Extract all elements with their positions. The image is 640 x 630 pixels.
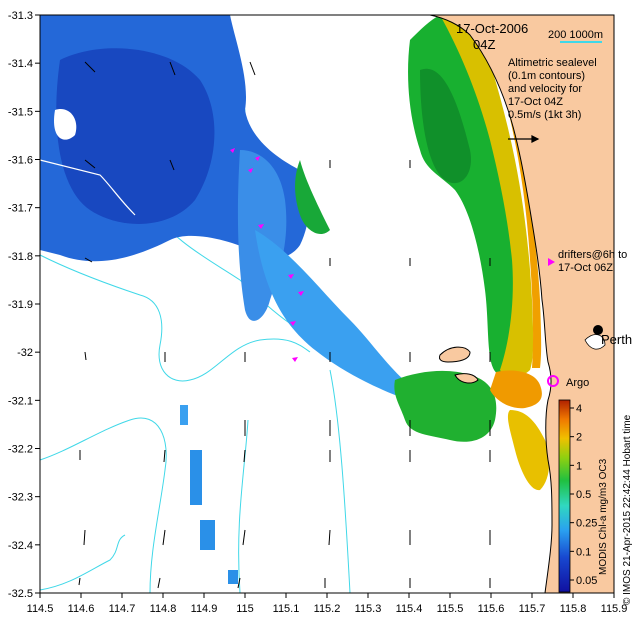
credit-text: © IMOS 21-Apr-2015 22:42:44 Hobart time [622, 414, 633, 605]
x-tick-label: 115.4 [396, 603, 423, 615]
colorbar-tick-label: 2 [576, 432, 582, 444]
y-tick-label: -31.5 [8, 106, 33, 118]
argo-marker [547, 375, 559, 387]
y-tick-label: -31.7 [8, 203, 33, 215]
y-tick-label: -31.4 [8, 58, 33, 70]
drifters-line: drifters@6h to [558, 249, 627, 261]
velocity-arrows [78, 61, 491, 589]
x-tick-label: 114.6 [68, 603, 95, 615]
y-tick-label: -32.4 [8, 540, 33, 552]
date-label: 17-Oct-2006 [456, 21, 528, 36]
legend-line: and velocity for [508, 83, 582, 95]
x-tick-label: 115.8 [560, 603, 587, 615]
colorbar [558, 399, 571, 593]
y-axis: -31.3 -31.4 -31.5 -31.6 -31.7 -31.8 -31.9 -32 -3… [8, 10, 40, 600]
perth-marker [593, 325, 603, 335]
x-tick-label: 114.8 [150, 603, 177, 615]
coast-outline [39, 159, 136, 216]
x-tick-label: 114.5 [27, 603, 54, 615]
colorbar-tick-label: 1 [576, 460, 582, 472]
y-tick-label: -32.5 [8, 588, 33, 600]
y-tick-label: -32.1 [8, 395, 33, 407]
x-tick-label: 115.2 [314, 603, 341, 615]
time-label: 04Z [473, 37, 495, 52]
drifter-tracks [230, 148, 555, 362]
x-tick-label: 115.1 [273, 603, 300, 615]
x-tick-label: 114.9 [191, 603, 218, 615]
colorbar-tick-label: 0.05 [576, 575, 597, 587]
legend-line: 0.5m/s (1kt 3h) [508, 109, 581, 121]
scale-label: 200 1000m [548, 29, 603, 41]
x-tick-label: 115.5 [437, 603, 464, 615]
y-tick-label: -32.2 [8, 444, 33, 456]
colorbar-title: MODIS Chl-a mg/m3 OC3 [598, 458, 609, 575]
perth-label: Perth [601, 332, 632, 347]
x-tick-label: 115 [236, 603, 254, 615]
argo-label: Argo [566, 377, 589, 389]
legend-text: Altimetric sealevel(0.1m contours)and ve… [508, 57, 597, 121]
legend-line: Altimetric sealevel [508, 57, 597, 69]
drifters-line: 17-Oct 06Z [558, 262, 613, 274]
colorbar-tick-label: 0.5 [576, 489, 591, 501]
colorbar-tick-label: 0.25 [576, 518, 597, 530]
x-tick-label: 115.6 [478, 603, 505, 615]
chlorophyll-high-coastal [440, 15, 550, 491]
y-tick-label: -31.3 [8, 10, 33, 22]
x-tick-label: 115.7 [519, 603, 546, 615]
y-tick-label: -32 [17, 347, 33, 359]
y-tick-label: -31.8 [8, 251, 33, 263]
colorbar-tick-label: 4 [576, 403, 582, 415]
legend-line: 17-Oct 04Z [508, 96, 563, 108]
chlorophyll-low-offshore [40, 15, 415, 584]
x-tick-label: 115.3 [355, 603, 382, 615]
colorbar-tick-label: 0.1 [576, 546, 591, 558]
colorbar-ticks: 4 2 1 0.5 0.25 0.1 0.05 [570, 403, 597, 587]
x-tick-label: 115.9 [601, 603, 628, 615]
y-tick-label: -31.6 [8, 155, 33, 167]
x-tick-label: 114.7 [109, 603, 136, 615]
legend-line: (0.1m contours) [508, 70, 585, 82]
reference-arrow [508, 135, 540, 143]
y-tick-label: -31.9 [8, 299, 33, 311]
y-tick-label: -32.3 [8, 492, 33, 504]
x-axis: 114.5 114.6 114.7 114.8 114.9 115 115.1 115.2 11… [27, 593, 628, 615]
